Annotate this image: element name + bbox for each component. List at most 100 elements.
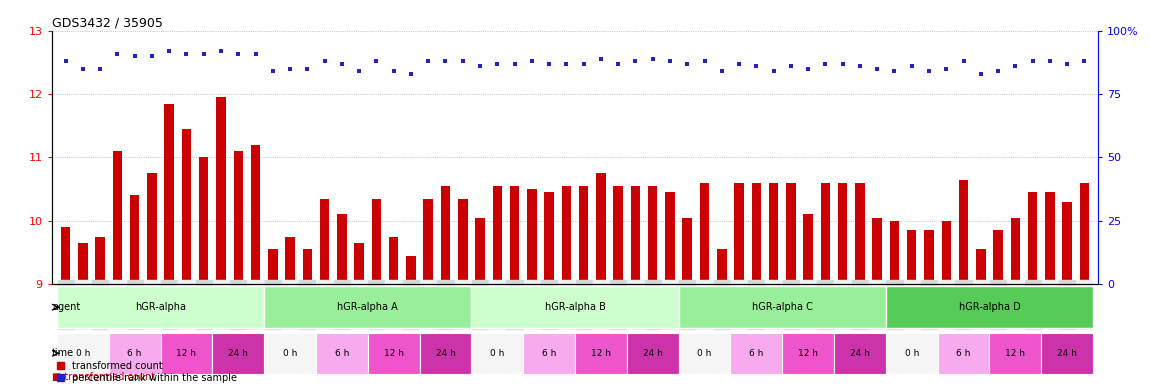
Bar [886, 286, 1092, 328]
Legend: transformed count, percentile rank within the sample: transformed count, percentile rank withi… [56, 361, 237, 383]
Point [678, 61, 697, 67]
Point [696, 58, 714, 64]
Point [799, 66, 818, 72]
Bar [58, 333, 109, 374]
Point [627, 58, 645, 64]
Bar [199, 157, 208, 284]
Point [592, 56, 611, 62]
Bar [782, 333, 834, 374]
Point [246, 50, 264, 56]
Bar [233, 151, 243, 284]
Point [522, 58, 540, 64]
Text: hGR-alpha: hGR-alpha [135, 302, 186, 312]
Point [937, 66, 956, 72]
Bar [389, 237, 398, 284]
Bar [1080, 183, 1089, 284]
Point [229, 50, 247, 56]
Bar [527, 189, 537, 284]
Bar [285, 237, 294, 284]
Bar [907, 230, 917, 284]
Point [713, 68, 731, 74]
Bar [959, 180, 968, 284]
Bar [264, 333, 316, 374]
Bar [472, 333, 523, 374]
Point [263, 68, 282, 74]
Bar [613, 186, 623, 284]
Bar [302, 249, 312, 284]
Point [1058, 61, 1076, 67]
Text: 0 h: 0 h [490, 349, 505, 358]
Point [748, 63, 766, 69]
Bar [472, 286, 678, 328]
Bar [942, 221, 951, 284]
Bar [787, 183, 796, 284]
Bar [838, 183, 848, 284]
Point [834, 61, 852, 67]
Text: agent: agent [52, 302, 81, 312]
Point [610, 61, 628, 67]
Bar [213, 333, 264, 374]
Text: 0 h: 0 h [905, 349, 919, 358]
Bar [678, 333, 730, 374]
Point [954, 58, 973, 64]
Bar [1028, 192, 1037, 284]
Bar [523, 333, 575, 374]
Point [903, 63, 921, 69]
Bar [730, 333, 782, 374]
Bar [575, 333, 627, 374]
Bar [647, 186, 658, 284]
Point [367, 58, 385, 64]
Bar [735, 183, 744, 284]
Bar [856, 183, 865, 284]
Point [868, 66, 887, 72]
Bar [113, 151, 122, 284]
Text: time: time [52, 348, 75, 358]
Bar [678, 286, 886, 328]
Point [886, 68, 904, 74]
Bar [886, 333, 937, 374]
Point [350, 68, 368, 74]
Point [539, 61, 558, 67]
Point [125, 53, 144, 59]
Text: 6 h: 6 h [749, 349, 764, 358]
Bar [337, 214, 346, 284]
Text: 24 h: 24 h [1057, 349, 1078, 358]
Point [575, 61, 593, 67]
Text: 6 h: 6 h [128, 349, 141, 358]
Bar [368, 333, 420, 374]
Point [1006, 63, 1025, 69]
Bar [821, 183, 830, 284]
Point [470, 63, 489, 69]
Point [56, 58, 75, 64]
Bar [1041, 333, 1092, 374]
Bar [475, 218, 485, 284]
Text: 0 h: 0 h [283, 349, 297, 358]
Point [212, 48, 230, 54]
Point [194, 50, 213, 56]
Bar [354, 243, 363, 284]
Text: 24 h: 24 h [643, 349, 662, 358]
Bar [578, 186, 589, 284]
Point [332, 61, 351, 67]
Point [453, 58, 472, 64]
Bar [509, 186, 520, 284]
Point [177, 50, 196, 56]
Bar [699, 183, 710, 284]
Bar [320, 199, 329, 284]
Point [1041, 58, 1059, 64]
Point [419, 58, 437, 64]
Point [108, 50, 126, 56]
Text: 24 h: 24 h [436, 349, 455, 358]
Bar [834, 333, 886, 374]
Text: 6 h: 6 h [335, 349, 350, 358]
Bar [769, 183, 779, 284]
Bar [58, 286, 264, 328]
Bar [458, 199, 468, 284]
Bar [423, 199, 432, 284]
Bar [406, 256, 415, 284]
Bar [161, 333, 213, 374]
Point [816, 61, 835, 67]
Point [74, 66, 92, 72]
Bar [989, 333, 1041, 374]
Point [91, 66, 109, 72]
